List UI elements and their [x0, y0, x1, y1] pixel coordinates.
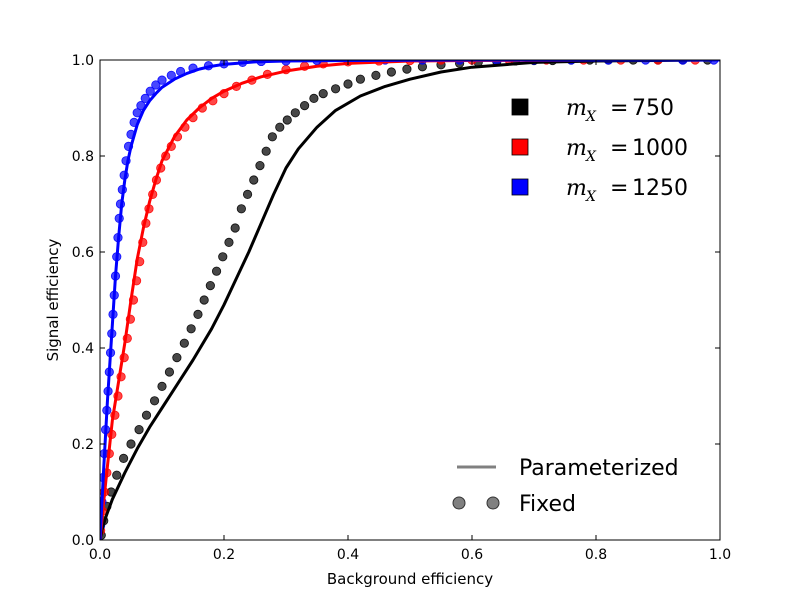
fixed-point [211, 266, 222, 276]
fixed-point [199, 295, 209, 305]
fixed-point [141, 410, 152, 420]
legend-color-swatch [511, 138, 529, 156]
fixed-point [172, 352, 182, 363]
legend-mass-symbol: m [566, 96, 587, 121]
fixed-point [242, 189, 253, 199]
legend-style-label: Fixed [519, 492, 576, 517]
y-axis-title: Signal efficiency [44, 238, 62, 361]
legend-circle-swatch [452, 496, 466, 510]
legend-mass-subscript: X [585, 149, 597, 165]
legend-style-label: Parameterized [519, 456, 679, 481]
legend-circle-swatch [486, 496, 500, 510]
x-tick-label: 1.0 [709, 547, 731, 563]
series-1250-parameterized-line [100, 60, 720, 540]
x-tick-label: 0.8 [585, 547, 607, 563]
y-tick-label: 0.6 [72, 245, 94, 261]
series-1000-parameterized-line [100, 60, 720, 540]
fixed-point [118, 453, 129, 463]
x-tick-label: 0.6 [461, 547, 483, 563]
fixed-point [126, 439, 136, 449]
series-750-parameterized-line [100, 60, 720, 540]
fixed-point [151, 80, 161, 90]
legend-mass-symbol: m [566, 136, 587, 161]
fixed-point [218, 252, 228, 262]
y-tick-label: 0.2 [72, 437, 94, 453]
style-legend-entry-line: Parameterized [457, 456, 679, 481]
legend-mass-subscript: X [585, 189, 597, 205]
fixed-point [343, 79, 353, 89]
legend-color-swatch [511, 98, 529, 116]
fixed-point [371, 70, 381, 80]
fixed-point [205, 280, 215, 291]
x-tick-label: 0.0 [89, 547, 111, 563]
mass-legend-entry: m X = 750 [511, 96, 674, 125]
legend-mass-symbol: m [566, 176, 587, 201]
fixed-point [290, 108, 300, 118]
mass-legend-entry: m X = 1250 [511, 176, 688, 205]
legend-color-swatch [511, 178, 529, 196]
fixed-point [164, 367, 175, 377]
fixed-point [261, 146, 271, 156]
y-tick-label: 0.4 [72, 341, 94, 357]
fixed-point [179, 338, 189, 348]
fixed-point [330, 84, 341, 94]
style-legend: Parameterized Fixed [452, 456, 679, 517]
fixed-point [255, 161, 265, 171]
legend-mass-value: 1250 [632, 176, 688, 201]
fixed-point [134, 424, 144, 435]
x-tick-label: 0.2 [213, 547, 235, 563]
y-tick-label: 1.0 [72, 53, 94, 69]
fixed-point [275, 122, 285, 132]
style-legend-entry-circle: Fixed [452, 492, 576, 517]
fixed-point [318, 89, 328, 99]
fixed-point [193, 309, 203, 319]
x-axis-title: Background efficiency [327, 570, 493, 588]
legend-mass-subscript: X [585, 109, 597, 125]
fixed-point [355, 74, 365, 84]
fixed-point [157, 381, 167, 391]
fixed-point [309, 93, 319, 104]
fixed-point [145, 86, 155, 96]
legend-equals: = [610, 176, 628, 201]
legend-mass-value: 750 [632, 96, 674, 121]
x-tick-label: 0.4 [337, 547, 359, 563]
fixed-point [249, 175, 259, 185]
fixed-point [140, 93, 150, 104]
mass-legend-entry: m X = 1000 [511, 136, 688, 165]
y-tick-label: 0.8 [72, 149, 94, 165]
fixed-point [299, 101, 310, 111]
fixed-point [224, 237, 234, 247]
fixed-point [267, 132, 277, 142]
fixed-point [149, 396, 160, 406]
fixed-point [386, 67, 396, 77]
fixed-point [282, 115, 292, 125]
legend-equals: = [610, 136, 628, 161]
fixed-point [186, 324, 196, 334]
fixed-point [236, 204, 246, 214]
fixed-point [112, 470, 122, 480]
plot-frame [99, 59, 721, 541]
ticks-layer: 0.0 0.2 0.4 0.6 0.8 1.0 0.0 0.2 0.4 0.6 0.8 1.0 [72, 53, 731, 563]
fixed-point [230, 223, 240, 233]
y-tick-label: 0.0 [72, 533, 94, 549]
fixed-point [157, 75, 167, 85]
fixed-point [402, 64, 412, 74]
legend-mass-value: 1000 [632, 136, 688, 161]
legend-equals: = [610, 96, 628, 121]
